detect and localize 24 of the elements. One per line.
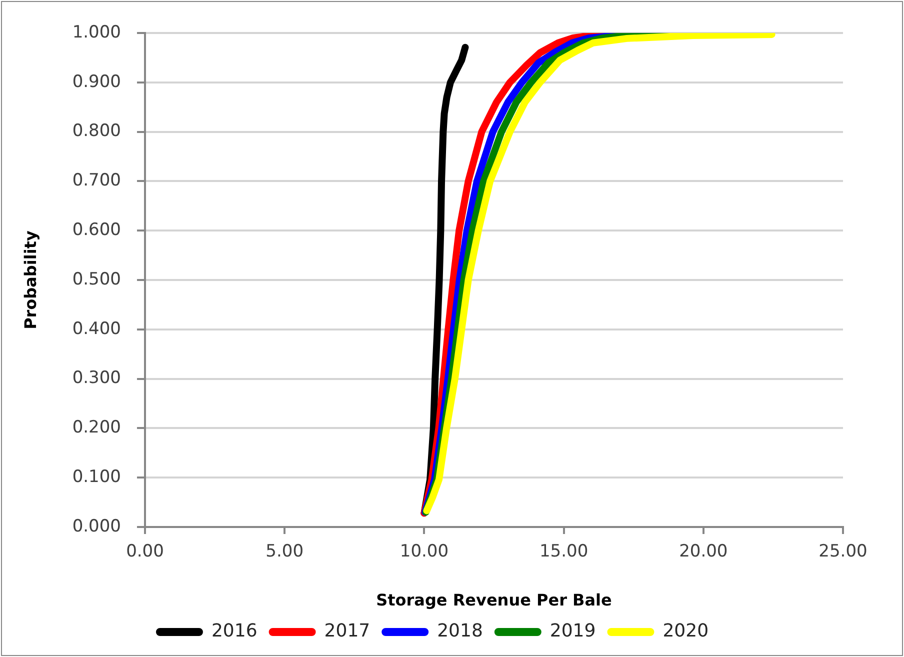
y-tick-label: 0.100 [72,467,121,488]
legend-label: 2018 [437,620,483,642]
legend-label: 2016 [211,620,258,642]
x-tick-label: 20.00 [679,542,728,562]
x-tick-label: 0.00 [126,542,164,562]
y-tick-label: 0.900 [72,72,121,92]
x-tick-label: 15.00 [539,542,588,562]
x-tick-label: 5.00 [266,542,304,562]
y-tick-label: 0.400 [72,318,121,339]
y-tick-label: 0.200 [72,418,121,438]
x-tick-label: 10.00 [400,542,449,562]
y-tick-label: 0.700 [72,170,121,191]
x-tick-label: 25.00 [818,542,868,562]
y-tick-label: 1.000 [72,22,121,42]
y-tick-label: 0.600 [72,220,121,240]
y-tick-label: 0.300 [72,368,121,388]
legend-label: 2020 [662,620,709,642]
y-tick-label: 0.800 [72,121,121,142]
legend-label: 2017 [324,620,370,642]
y-tick-label: 0.000 [72,516,121,536]
y-tick-label: 0.500 [72,269,121,290]
legend-label: 2019 [550,620,596,642]
x-axis-title: Storage Revenue Per Bale [376,590,612,610]
y-axis-title: Probability [20,230,40,330]
